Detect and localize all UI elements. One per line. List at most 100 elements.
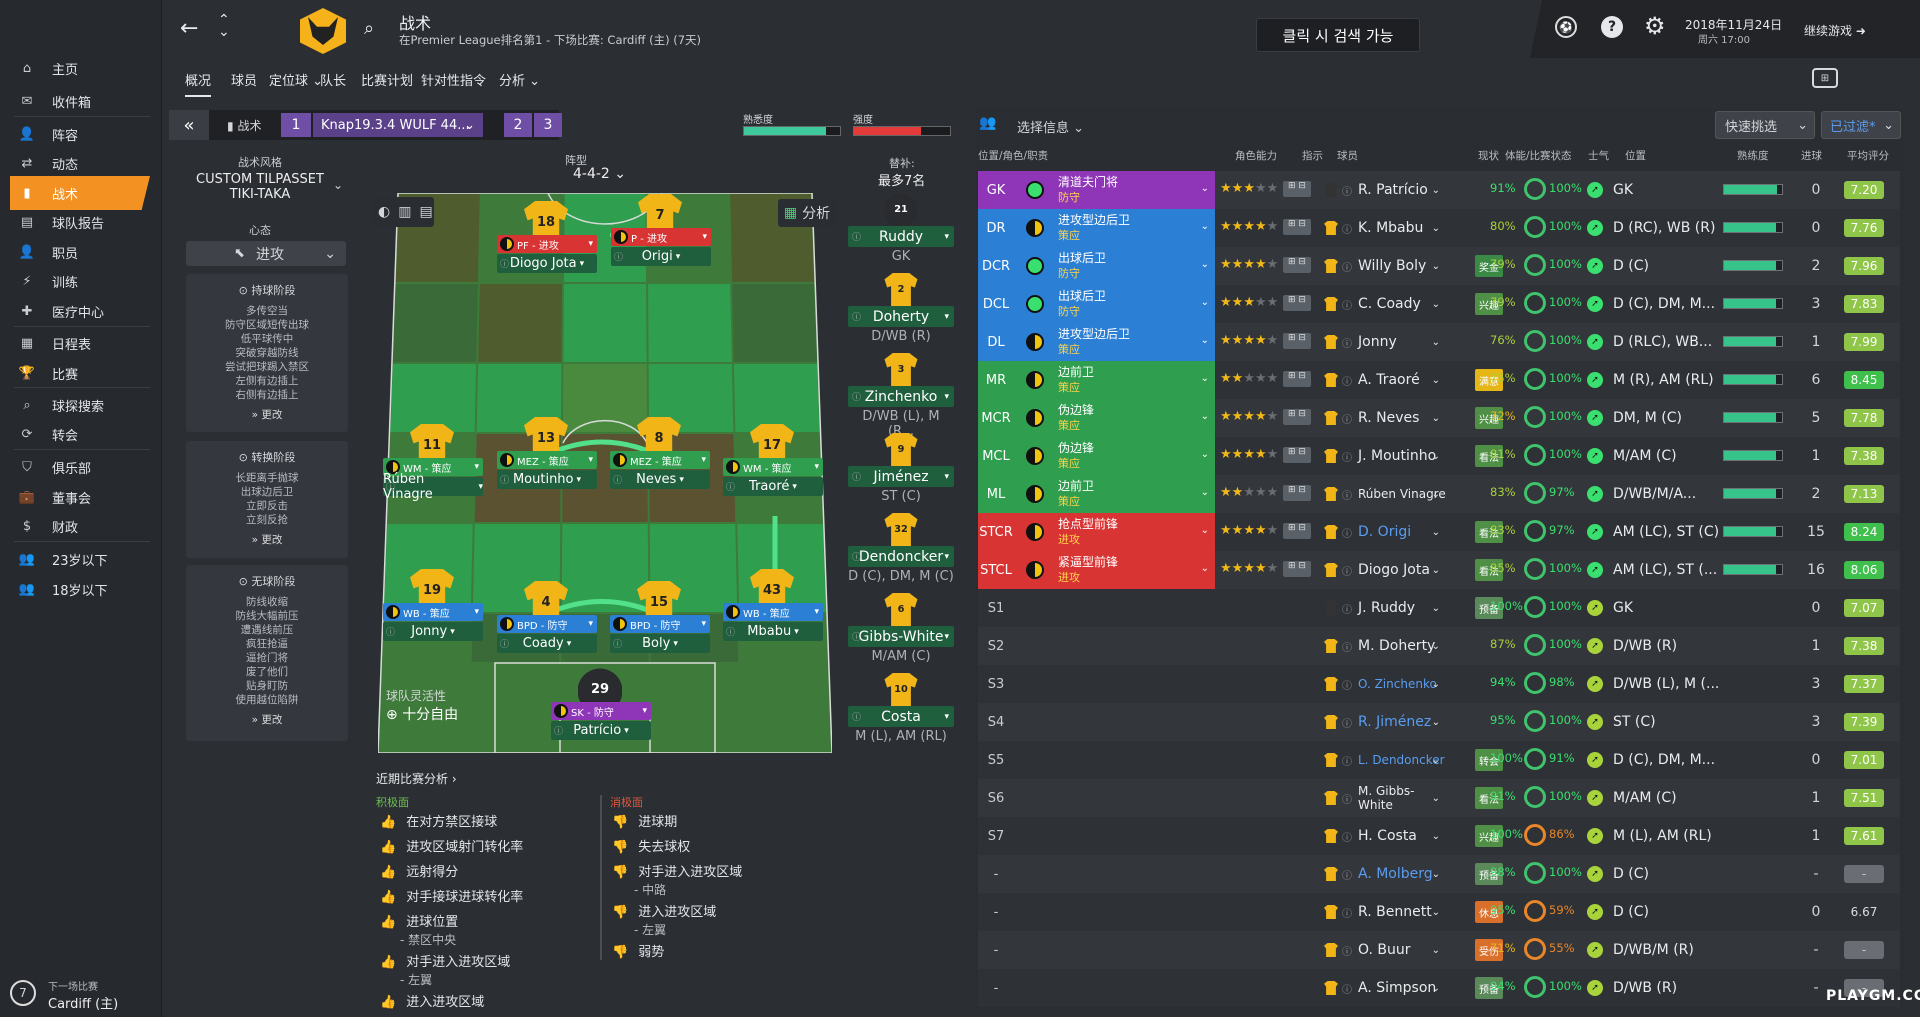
collapse-button[interactable]: « — [169, 110, 209, 140]
screen-toggle-icon[interactable]: ⊞ — [1812, 68, 1838, 88]
ball-icon[interactable]: ⚽ — [1555, 16, 1577, 38]
pitch-player[interactable]: 17 WM - 策应 ▾ ⓘ Traoré ▾ — [717, 424, 829, 498]
sidebar-item-15[interactable]: $ 财政 — [10, 509, 150, 543]
role-cell[interactable]: 边前卫 策应 ⌄ — [1014, 475, 1215, 513]
player-name-select[interactable]: ⓘ Patrício ▾ — [551, 721, 651, 740]
role-cell[interactable]: 抢点型前锋 进攻 ⌄ — [1014, 513, 1215, 551]
formation-select[interactable]: 4-4-2 ⌄ — [573, 166, 626, 182]
pitch-player[interactable]: 8 MEZ - 策应 ▾ ⓘ Neves ▾ — [604, 417, 716, 491]
role-cell[interactable]: 出球后卫 防守 ⌄ — [1014, 247, 1215, 285]
sub-name-select[interactable]: ⓘ Ruddy ▾ — [848, 226, 954, 247]
sub-player[interactable]: 21 ⓘ Ruddy ▾ GK — [848, 193, 954, 273]
phase-more-button[interactable]: » 更改 — [186, 713, 348, 727]
column-header[interactable]: 现状 — [1478, 150, 1499, 162]
table-row[interactable]: - ⓘ A. Simpson ⌄ 预备 94% 100% ➚ D/WB (R) - - — [978, 969, 1900, 1007]
player-name-cell[interactable]: ⓘ R. Bennett ⌄ — [1316, 893, 1446, 931]
pitch-player[interactable]: 43 WB - 策应 ▾ ⓘ Mbabu ▾ — [717, 569, 829, 643]
select-info-button[interactable]: 选择信息 ⌄ — [1017, 121, 1085, 136]
table-row[interactable]: - ⓘ O. Buur ⌄ 受伤 71% 55% ➚ D/WB/M (R) - - — [978, 931, 1900, 969]
table-row[interactable]: S7 ⓘ H. Costa ⌄ 兴趣 100% 86% ➚ M (L), AM (RL) 1 7.6… — [978, 817, 1900, 855]
table-row[interactable]: S2 ⓘ M. Doherty ⌄ 87% 100% ➚ D/WB (R) 1 7.38 — [978, 627, 1900, 665]
sub-name-select[interactable]: ⓘ Costa ▾ — [848, 706, 954, 727]
instructions-icon[interactable]: ⊞ ⊟ — [1283, 333, 1311, 349]
instructions-icon[interactable]: ⊞ ⊟ — [1283, 219, 1311, 235]
player-name-cell[interactable]: ⓘ R. Jiménez ⌄ — [1316, 703, 1446, 741]
table-row[interactable]: MCL 伪边锋 策应 ⌄ ★★★★★ ⊞ ⊟ ⓘ J. Moutinho ⌄ 看法 81% 100% ➚… — [978, 437, 1900, 475]
contrast-icon[interactable]: ◐ — [378, 204, 391, 220]
player-name-cell[interactable]: ⓘ Jonny ⌄ — [1316, 323, 1446, 361]
clipboard-icon[interactable]: ▤ — [419, 204, 433, 220]
updown-button[interactable]: ⌃ ⌄ — [218, 12, 230, 40]
column-header[interactable]: 体能/比赛状态 — [1505, 150, 1572, 162]
instructions-icon[interactable]: ⊞ ⊟ — [1283, 295, 1311, 311]
player-name-select[interactable]: ⓘ Coady ▾ — [497, 634, 597, 653]
instructions-icon[interactable]: ⊞ ⊟ — [1283, 561, 1311, 577]
chevron-down-icon[interactable]: ⌄ — [333, 178, 344, 192]
table-row[interactable]: DR 进攻型边后卫 策应 ⌄ ★★★★★ ⊞ ⊟ ⓘ K. Mbabu ⌄ 80% 100% ➚ D (… — [978, 209, 1900, 247]
table-row[interactable]: GK 清道夫门将 防守 ⌄ ★★★★★ ⊞ ⊟ ⓘ R. Patrício ⌄ 91% 100% ➚ G… — [978, 171, 1900, 209]
player-name-cell[interactable]: ⓘ C. Coady ⌄ — [1316, 285, 1446, 323]
role-select[interactable]: SK - 防守 ▾ — [551, 702, 651, 720]
sub-name-select[interactable]: ⓘ Jiménez ▾ — [848, 466, 954, 487]
quick-pick-button[interactable]: 快速挑选 ⌄ — [1715, 111, 1815, 139]
player-name-cell[interactable]: ⓘ A. Molberg ⌄ — [1316, 855, 1446, 893]
player-name-select[interactable]: ⓘ Moutinho ▾ — [497, 470, 597, 489]
role-select[interactable]: MEZ - 策应 ▾ — [497, 451, 597, 469]
role-cell[interactable]: 进攻型边后卫 策应 ⌄ — [1014, 323, 1215, 361]
player-name-cell[interactable]: ⓘ O. Zinchenko ⌄ — [1316, 665, 1446, 703]
phase-panel-0[interactable]: ⊙ 持球阶段 多传空当 防守区域短传出球 低平球传中 突破穿越防线 尝试把球踢入禁区 左侧有… — [186, 274, 348, 432]
player-name-select[interactable]: ⓘ Neves ▾ — [610, 470, 710, 489]
role-cell[interactable]: 进攻型边后卫 策应 ⌄ — [1014, 209, 1215, 247]
role-cell[interactable]: 边前卫 策应 ⌄ — [1014, 361, 1215, 399]
role-select[interactable]: WB - 策应 ▾ — [383, 603, 483, 621]
column-header[interactable]: 士气 — [1588, 150, 1609, 162]
pitch-player[interactable]: 11 WM - 策应 ▾ ⓘ Rúben Vinagre ▾ — [377, 424, 489, 502]
pitch-player[interactable]: 19 WB - 策应 ▾ ⓘ Jonny ▾ — [377, 569, 489, 643]
role-select[interactable]: BPD - 防守 ▾ — [610, 615, 710, 633]
table-row[interactable]: S4 ⓘ R. Jiménez ⌄ 95% 100% ➚ ST (C) 3 7.39 — [978, 703, 1900, 741]
player-name-cell[interactable]: ⓘ H. Costa ⌄ — [1316, 817, 1446, 855]
player-name-select[interactable]: ⓘ Jonny ▾ — [383, 622, 483, 641]
table-row[interactable]: - ⓘ R. Bennett ⌄ 休息 95% 59% ➚ D (C) 0 6.67 — [978, 893, 1900, 931]
table-row[interactable]: STCL 紧逼型前锋 进攻 ⌄ ★★★★★ ⊞ ⊟ ⓘ Diogo Jota ⌄ 看法 85% 100… — [978, 551, 1900, 589]
continue-button[interactable]: 继续游戏 ➜ — [1804, 22, 1866, 39]
sidebar-item-14[interactable]: 💼 董事会 — [10, 480, 150, 514]
table-row[interactable]: MR 边前卫 策应 ⌄ ★★★★★ ⊞ ⊟ ⓘ A. Traoré ⌄ 满意 75% 100% ➚ M (… — [978, 361, 1900, 399]
instructions-icon[interactable]: ⊞ ⊟ — [1283, 371, 1311, 387]
back-button[interactable]: ← — [180, 16, 199, 41]
player-name-cell[interactable]: ⓘ R. Neves ⌄ — [1316, 399, 1446, 437]
sub-player[interactable]: 9 ⓘ Jiménez ▾ ST (C) — [848, 433, 954, 513]
sub-name-select[interactable]: ⓘ Dendoncker ▾ — [848, 546, 954, 567]
tab-2[interactable]: 定位球 ⌄ — [269, 70, 323, 89]
role-select[interactable]: BPD - 防守 ▾ — [497, 615, 597, 633]
role-select[interactable]: WB - 策应 ▾ — [723, 603, 823, 621]
instructions-icon[interactable]: ⊞ ⊟ — [1283, 523, 1311, 539]
table-row[interactable]: DCR 出球后卫 防守 ⌄ ★★★★★ ⊞ ⊟ ⓘ Willy Boly ⌄ 奖金 79% 100% ➚… — [978, 247, 1900, 285]
table-row[interactable]: S6 ⓘ M. Gibbs-White ⌄ 看法 91% 100% ➚ M/AM (C) 1 7.5… — [978, 779, 1900, 817]
phase-more-button[interactable]: » 更改 — [186, 533, 348, 547]
next-match-value[interactable]: Cardiff (主) — [48, 997, 119, 1012]
mentality-select[interactable]: ⬉ 进攻 ⌄ — [186, 241, 346, 266]
phase-panel-2[interactable]: ⊙ 无球阶段 防线收缩 防线大幅前压 遭遇线前压 疯狂抢逼 逼抢门将 废了他们 贴身盯防 使用越… — [186, 565, 348, 741]
analysis-button[interactable]: ▦ 分析 — [778, 199, 836, 227]
role-cell[interactable]: 出球后卫 防守 ⌄ — [1014, 285, 1215, 323]
pitch-player[interactable]: 18 PF - 进攻 ▾ ⓘ Diogo Jota ▾ — [491, 201, 603, 275]
sub-player[interactable]: 3 ⓘ Zinchenko ▾ D/WB (L), M (R... — [848, 353, 954, 439]
sub-player[interactable]: 2 ⓘ Doherty ▾ D/WB (R) — [848, 273, 954, 353]
table-row[interactable]: - ⓘ A. Molberg ⌄ 预备 98% 100% ➚ D (C) - - — [978, 855, 1900, 893]
player-name-select[interactable]: ⓘ Mbabu ▾ — [723, 622, 823, 641]
player-name-select[interactable]: ⓘ Origi ▾ — [611, 247, 711, 266]
player-name-cell[interactable]: ⓘ K. Mbabu ⌄ — [1316, 209, 1446, 247]
sidebar-item-8[interactable]: ✚ 医疗中心 — [10, 294, 150, 328]
tactic-slot-2[interactable]: 2 — [504, 113, 532, 137]
sidebar-item-11[interactable]: ⌕ 球探搜索 — [10, 388, 150, 422]
sub-player[interactable]: 32 ⓘ Dendoncker ▾ D (C), DM, M (C) — [848, 513, 954, 593]
player-name-cell[interactable]: ⓘ M. Doherty ⌄ — [1316, 627, 1446, 665]
player-name-cell[interactable]: ⓘ Rúben Vinagre ⌄ — [1316, 475, 1446, 513]
sidebar-item-5[interactable]: ▤ 球队报告 — [10, 205, 150, 239]
instructions-icon[interactable]: ⊞ ⊟ — [1283, 409, 1311, 425]
column-header[interactable]: 角色能力 — [1235, 150, 1277, 162]
sub-name-select[interactable]: ⓘ Doherty ▾ — [848, 306, 954, 327]
table-row[interactable]: MCR 伪边锋 策应 ⌄ ★★★★★ ⊞ ⊟ ⓘ R. Neves ⌄ 兴趣 72% 100% ➚ DM,… — [978, 399, 1900, 437]
